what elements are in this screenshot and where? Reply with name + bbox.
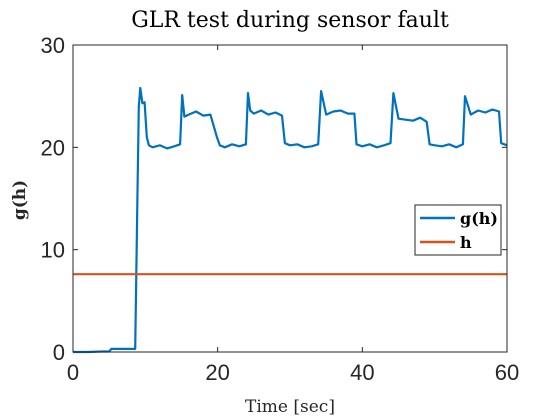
y-tick-label: 0 <box>53 340 65 365</box>
y-tick-label: 30 <box>41 33 65 58</box>
y-tick-label: 10 <box>41 238 65 263</box>
axes: 0 20 40 60 0 10 20 30 <box>41 33 520 385</box>
x-tick-label: 40 <box>350 360 374 385</box>
y-axis-label: g(h) <box>10 180 30 220</box>
plot-area <box>73 86 508 354</box>
legend-label-0: g(h) <box>460 209 498 228</box>
x-tick-label: 0 <box>67 360 79 385</box>
chart-title: GLR test during sensor fault <box>131 8 449 33</box>
plot-box <box>72 44 508 353</box>
legend-box <box>414 204 502 256</box>
y-tick-label: 20 <box>41 135 65 160</box>
series-line-0 <box>73 86 508 354</box>
x-axis-label: Time [sec] <box>245 397 335 417</box>
x-tick-label: 60 <box>495 360 519 385</box>
legend-label-1: h <box>460 233 472 252</box>
x-tick-label: 20 <box>205 360 229 385</box>
legend: g(h) h <box>414 204 502 256</box>
